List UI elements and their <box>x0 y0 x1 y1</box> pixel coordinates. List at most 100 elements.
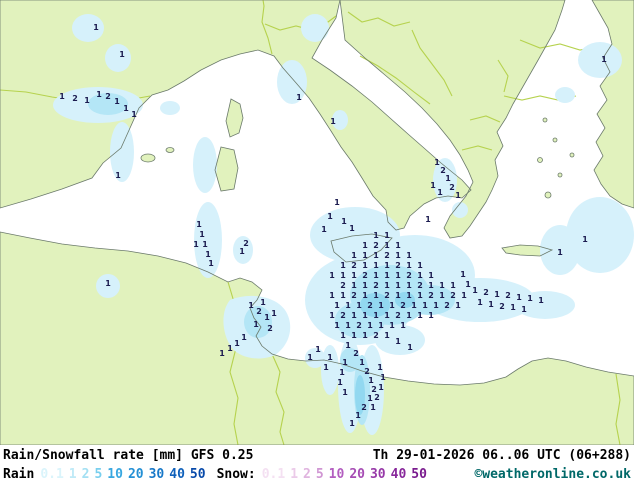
precip-value-label: 1 <box>557 248 563 257</box>
legend-footer: Rain/Snowfall rate [mm] GFS 0.25 Th 29-0… <box>0 445 634 490</box>
precip-value-label: 2 <box>384 291 390 300</box>
precip-value-label: 1 <box>417 291 423 300</box>
legend-value: 40 <box>169 467 185 482</box>
precip-value-label: 1 <box>395 337 401 346</box>
precip-value-label: 1 <box>327 212 333 221</box>
precip-value-label: 2 <box>105 92 111 101</box>
precip-value-label: 1 <box>488 300 494 309</box>
precip-value-label: 1 <box>307 353 313 362</box>
legend-value: 10 <box>107 467 123 482</box>
precip-value-label: 2 <box>364 367 370 376</box>
precip-value-label: 1 <box>329 271 335 280</box>
legend-value: 20 <box>349 467 365 482</box>
precip-value-label: 1 <box>380 373 386 382</box>
precip-value-label: 1 <box>356 301 362 310</box>
legend-value: 1 <box>290 467 299 482</box>
map-title: Rain/Snowfall rate [mm] GFS 0.25 <box>3 448 254 463</box>
precip-value-label: 2 <box>243 239 249 248</box>
legend-value: 5 <box>94 467 103 482</box>
precip-value-label: 1 <box>362 261 368 270</box>
legend-value: 50 <box>411 467 427 482</box>
precip-value-label: 1 <box>362 291 368 300</box>
precip-value-label: 1 <box>59 92 65 101</box>
precip-value-label: 1 <box>521 305 527 314</box>
precip-value-label: 1 <box>114 97 120 106</box>
precip-value-label: 1 <box>340 261 346 270</box>
precip-value-label: 1 <box>239 247 245 256</box>
precip-value-label: 1 <box>362 311 368 320</box>
precip-value-label: 2 <box>367 301 373 310</box>
legend-value: 40 <box>390 467 407 482</box>
precip-value-label: 1 <box>362 331 368 340</box>
precip-value-label: 1 <box>450 281 456 290</box>
precip-value-label: 1 <box>334 301 340 310</box>
precip-value-label: 1 <box>208 259 214 268</box>
precip-value-label: 1 <box>461 291 467 300</box>
precip-value-label: 1 <box>417 271 423 280</box>
legend-value: 1 <box>68 467 77 482</box>
precip-value-label: 1 <box>329 311 335 320</box>
precip-value-label: 1 <box>202 240 208 249</box>
precip-value-label: 1 <box>378 321 384 330</box>
precip-value-label: 1 <box>264 313 270 322</box>
precip-value-label: 1 <box>349 224 355 233</box>
precip-value-label: 1 <box>362 251 368 260</box>
precip-value-label: 2 <box>483 288 489 297</box>
precip-value-label: 2 <box>374 393 380 402</box>
precip-value-label: 1 <box>340 331 346 340</box>
precip-value-label: 1 <box>384 271 390 280</box>
precip-value-label: 1 <box>439 291 445 300</box>
precip-value-label: 1 <box>582 235 588 244</box>
legend-value: 10 <box>328 467 345 482</box>
precip-value-label: 1 <box>389 321 395 330</box>
precip-value-label: 2 <box>256 307 262 316</box>
precip-value-label: 1 <box>384 261 390 270</box>
precip-value-label: 1 <box>406 251 412 260</box>
precip-value-label: 2 <box>400 301 406 310</box>
legend-value: 0.1 <box>261 467 286 482</box>
precip-value-label: 2 <box>395 261 401 270</box>
precip-value-label: 2 <box>395 311 401 320</box>
precip-value-label: 2 <box>499 302 505 311</box>
precip-value-label: 1 <box>334 198 340 207</box>
footer-title-row: Rain/Snowfall rate [mm] GFS 0.25 Th 29-0… <box>0 445 634 463</box>
precip-value-label: 1 <box>340 291 346 300</box>
precip-value-label: 1 <box>472 286 478 295</box>
precip-value-label: 1 <box>342 358 348 367</box>
precip-value-label: 1 <box>227 344 233 353</box>
precip-value-label: 1 <box>84 96 90 105</box>
precip-value-label: 1 <box>395 241 401 250</box>
precip-value-label: 1 <box>407 343 413 352</box>
precip-value-label: 2 <box>353 349 359 358</box>
precip-value-label: 1 <box>406 281 412 290</box>
legend-value: 5 <box>315 467 324 482</box>
precip-value-label: 1 <box>510 303 516 312</box>
legend-value: 2 <box>303 467 311 482</box>
precip-value-label: 1 <box>253 320 259 329</box>
precip-value-label: 1 <box>428 311 434 320</box>
precip-value-label: 1 <box>445 174 451 183</box>
precip-value-label: 2 <box>406 271 412 280</box>
precip-value-label: 1 <box>248 301 254 310</box>
precip-value-label: 1 <box>406 291 412 300</box>
precip-value-label: 1 <box>296 93 302 102</box>
precip-value-label: 1 <box>367 321 373 330</box>
precip-value-label: 2 <box>351 261 357 270</box>
precip-value-label: 1 <box>241 333 247 342</box>
precip-value-label: 1 <box>105 279 111 288</box>
precip-value-label: 1 <box>342 388 348 397</box>
precip-value-label: 1 <box>395 281 401 290</box>
precip-value-label: 1 <box>373 231 379 240</box>
precip-value-label: 2 <box>340 311 346 320</box>
precip-value-label: 1 <box>345 321 351 330</box>
precip-value-label: 1 <box>384 241 390 250</box>
precip-value-label: 2 <box>384 251 390 260</box>
precip-value-label: 1 <box>494 290 500 299</box>
rain-scale: 0.1 1 2 5 10 20 30 40 50 <box>40 467 210 482</box>
precip-value-label: 2 <box>373 281 379 290</box>
precip-value-label: 2 <box>72 94 78 103</box>
precip-value-label: 1 <box>370 403 376 412</box>
precip-value-label: 1 <box>439 281 445 290</box>
